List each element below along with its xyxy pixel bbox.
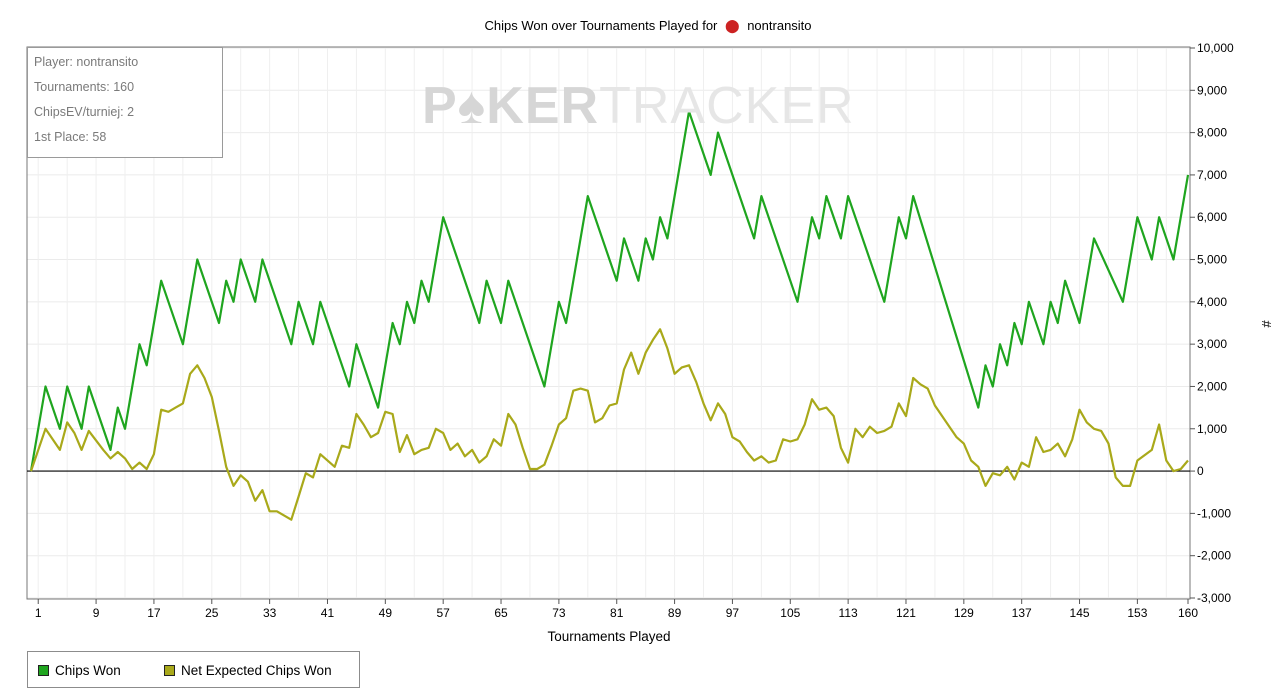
x-tick-label: 49 [379, 606, 393, 620]
y-tick-label: -2,000 [1197, 549, 1231, 563]
legend-label-chips-won: Chips Won [55, 663, 121, 678]
y-axis-label: # [1259, 320, 1274, 328]
x-axis-label: Tournaments Played [547, 629, 670, 644]
y-tick-label: 5,000 [1197, 253, 1227, 267]
x-tick-label: 137 [1012, 606, 1032, 620]
series-line-chips-won [29, 110, 1190, 472]
x-tick-label: 129 [954, 606, 974, 620]
series-line-net-expected [29, 328, 1189, 521]
stats-first-place: 1st Place: 58 [34, 130, 107, 144]
x-tick-label: 1 [35, 606, 42, 620]
legend-swatch-net-expected [164, 664, 175, 676]
chart-gridlines [27, 47, 1190, 599]
x-tick-label: 41 [321, 606, 335, 620]
x-tick-label: 97 [726, 606, 740, 620]
y-tick-label: 3,000 [1197, 337, 1227, 351]
watermark-strong: P♠KER [422, 77, 600, 135]
y-tick-label: 2,000 [1197, 379, 1227, 393]
x-tick-label: 105 [780, 606, 800, 620]
legend-label-net-expected: Net Expected Chips Won [181, 663, 332, 678]
y-tick-label: -1,000 [1197, 506, 1231, 520]
x-tick-label: 81 [610, 606, 624, 620]
plot-area-frame [26, 46, 1191, 600]
x-tick-label: 33 [263, 606, 277, 620]
chart-title-prefix: Chips Won over Tournaments Played for [484, 18, 718, 33]
y-tick-label: 1,000 [1197, 422, 1227, 436]
legend-item-chips-won[interactable]: Chips Won [38, 663, 121, 678]
y-tick-label: 10,000 [1197, 41, 1234, 55]
player-stats-box: Player: nontransito Tournaments: 160 Chi… [27, 47, 223, 158]
x-tick-label: 57 [437, 606, 451, 620]
chart-legend: Chips Won Net Expected Chips Won [27, 651, 360, 688]
x-tick-label: 9 [93, 606, 100, 620]
stats-player: Player: nontransito [34, 55, 139, 69]
x-tick-label: 145 [1070, 606, 1090, 620]
x-tick-label: 89 [668, 606, 682, 620]
pokertracker-watermark: P♠KERTRACKER [422, 80, 855, 132]
x-tick-label: 153 [1127, 606, 1147, 620]
y-tick-label: 0 [1197, 464, 1204, 478]
stats-chipsev: ChipsEV/turniej: 2 [34, 105, 135, 119]
y-tick-label: -3,000 [1197, 591, 1231, 605]
legend-swatch-chips-won [38, 664, 49, 676]
x-tick-label: 113 [839, 606, 858, 620]
x-tick-label: 25 [205, 606, 219, 620]
x-tick-label: 73 [552, 606, 566, 620]
y-tick-label: 4,000 [1197, 295, 1227, 309]
x-tick-label: 121 [896, 606, 916, 620]
x-tick-label: 160 [1178, 606, 1198, 620]
x-tick-label: 65 [494, 606, 508, 620]
poker-chip-icon: ⬤ [725, 18, 740, 34]
axes: 10,000 9,000 8,000 7,000 6,000 5,000 4,000 3,00… [35, 41, 1234, 620]
x-tick-label: 17 [147, 606, 161, 620]
stats-tournaments: Tournaments: 160 [34, 80, 135, 94]
y-tick-label: 8,000 [1197, 126, 1227, 140]
series-layer [29, 110, 1190, 521]
chart-title: Chips Won over Tournaments Played for ⬤ … [484, 18, 811, 34]
y-tick-label: 6,000 [1197, 210, 1227, 224]
y-tick-label: 7,000 [1197, 168, 1227, 182]
y-tick-label: 9,000 [1197, 83, 1227, 97]
legend-item-net-expected[interactable]: Net Expected Chips Won [164, 663, 332, 678]
watermark-light: TRACKER [599, 77, 855, 135]
chart-title-player: nontransito [747, 18, 811, 33]
